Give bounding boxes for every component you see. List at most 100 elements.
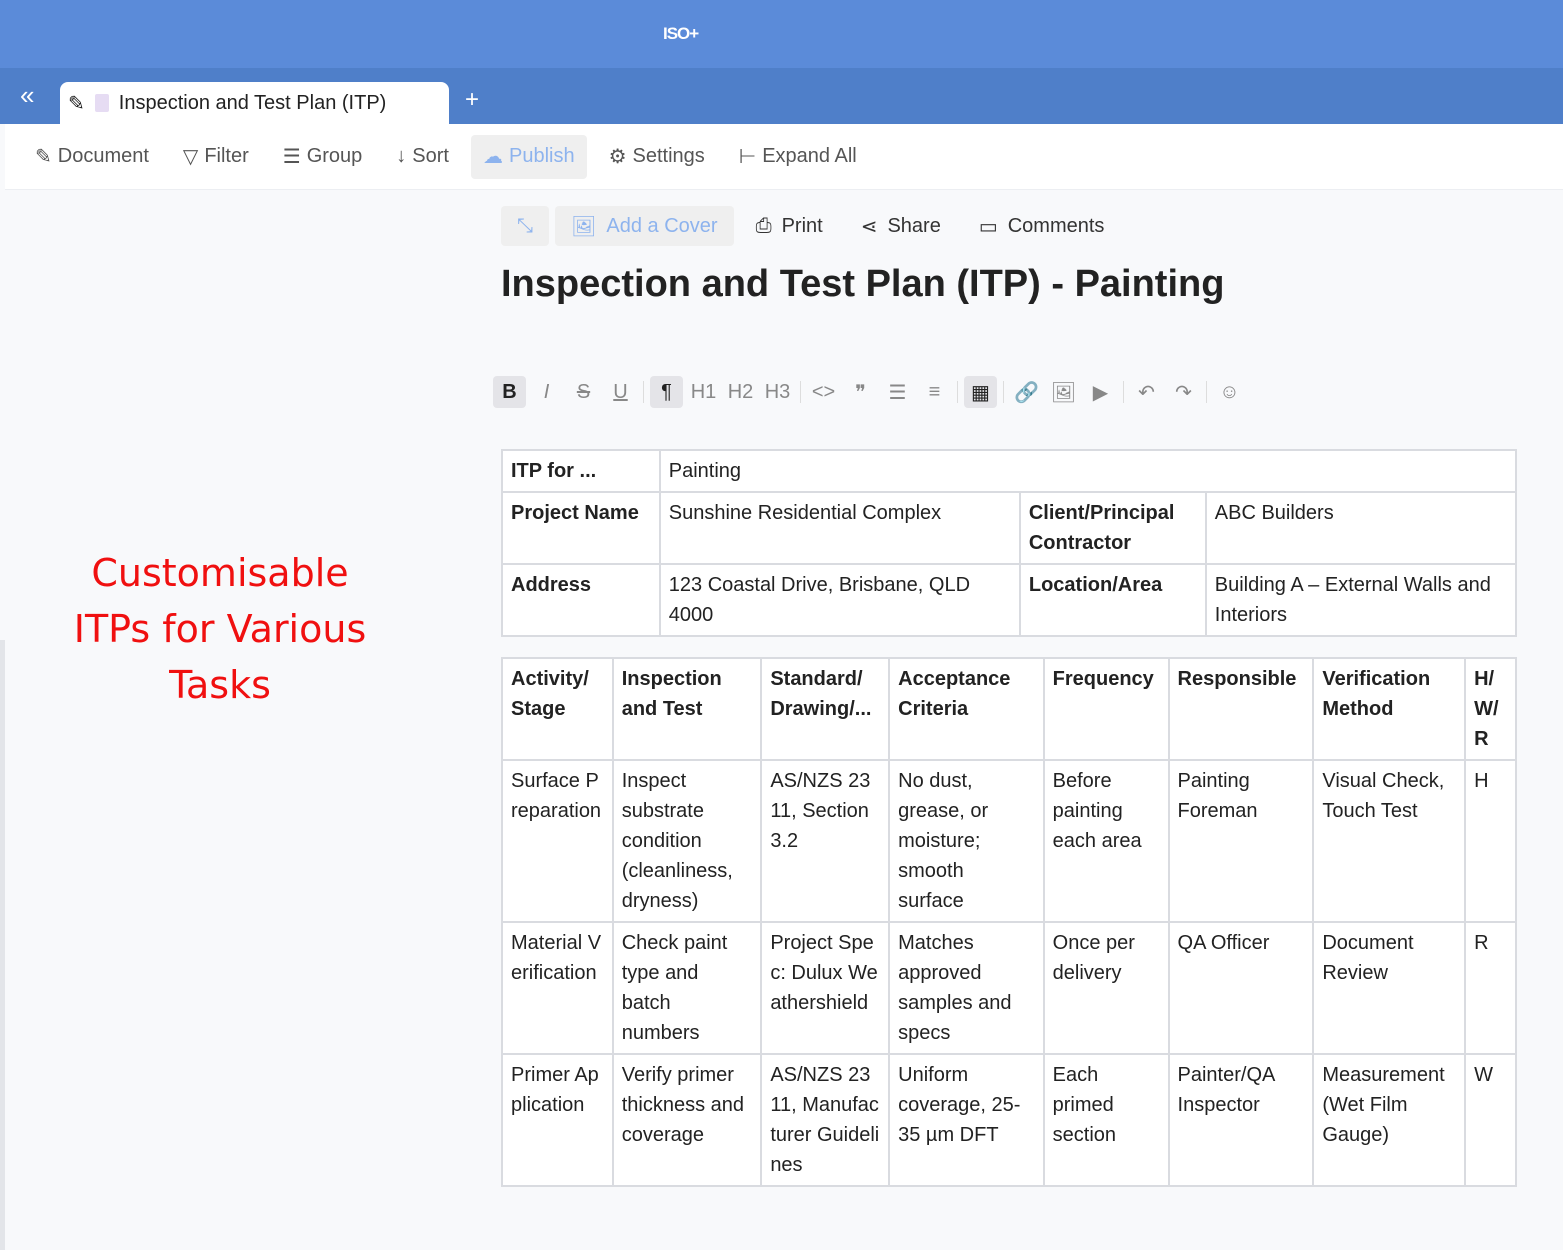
cell[interactable]: Primer Application (501, 1053, 614, 1187)
sort-button[interactable]: ↓ Sort (384, 135, 461, 179)
cell[interactable]: Verify primer thickness and coverage (611, 1053, 763, 1187)
collapse-sidebar-icon[interactable]: « (20, 80, 35, 110)
cell[interactable]: Check paint type and batch numbers (611, 921, 763, 1055)
group-label: Group (306, 145, 363, 167)
cell[interactable]: R (1464, 921, 1517, 1055)
cell[interactable]: H (1464, 759, 1517, 923)
cell[interactable]: Location/Area (1018, 563, 1207, 637)
document-label: Document (57, 145, 149, 167)
table-row: Surface Preparation Inspect substrate con… (501, 759, 1517, 923)
link-icon[interactable]: 🔗 (1014, 381, 1039, 404)
paragraph-icon[interactable]: ¶ (650, 376, 683, 408)
strikethrough-icon[interactable]: S (576, 380, 591, 403)
column-header[interactable]: Inspection and Test (611, 657, 763, 761)
undo-icon[interactable]: ↶ (1138, 381, 1155, 404)
cell[interactable]: Project Spec: Dulux Weathershield (760, 921, 891, 1055)
share-icon: ⋖ (860, 215, 878, 238)
bold-icon[interactable]: B (493, 376, 526, 408)
promo-text: Customisable ITPs for Various Tasks (40, 545, 400, 713)
italic-icon[interactable]: I (543, 380, 550, 403)
heading1-icon[interactable]: H1 (690, 380, 717, 403)
video-icon[interactable]: ▶ (1092, 381, 1109, 404)
column-header[interactable]: Activity/ Stage (501, 657, 614, 761)
quote-icon[interactable]: ❞ (855, 381, 866, 404)
cell[interactable]: Inspect substrate condition (cleanliness… (611, 759, 763, 923)
cell[interactable]: Address (501, 563, 661, 637)
cell[interactable]: ABC Builders (1204, 491, 1518, 565)
table-row: Project Name Sunshine Residential Comple… (501, 491, 1518, 565)
column-header[interactable]: Verification Method (1312, 657, 1467, 761)
cell[interactable]: ITP for ... (501, 449, 661, 493)
underline-icon[interactable]: U (613, 380, 628, 403)
document-actions: ⤡ 🖼 Add a Cover ⎙ Print ⋖ Share ▭ Comments (501, 206, 1126, 246)
heading2-icon[interactable]: H2 (727, 380, 754, 403)
expand-all-button[interactable]: ⊢ Expand All (727, 135, 869, 179)
scrollbar[interactable] (0, 640, 5, 1250)
document-button[interactable]: ✎ Document (23, 135, 161, 179)
share-button[interactable]: ⋖ Share (845, 206, 957, 246)
cell[interactable]: Material Verification (501, 921, 614, 1055)
cell[interactable]: Before painting each area (1042, 759, 1170, 923)
itp-info-table: ITP for ... Painting Project Name Sunshi… (501, 449, 1518, 637)
code-icon[interactable]: <> (811, 380, 836, 403)
group-button[interactable]: ☰ Group (271, 135, 375, 179)
column-header[interactable]: Acceptance Criteria (888, 657, 1045, 761)
document-icon (94, 94, 109, 112)
table-icon[interactable]: ▦ (964, 376, 997, 408)
cell[interactable]: 123 Coastal Drive, Brisbane, QLD 4000 (658, 563, 1021, 637)
bullet-list-icon[interactable]: ☰ (888, 381, 907, 404)
settings-label: Settings (632, 145, 705, 167)
editor-toolbar: B I S U ¶ H1 H2 H3 <> ❞ ☰ ≡ ▦ 🔗 🖼 ▶ ↶ ↷ … (493, 376, 1246, 408)
cell[interactable]: Painting (658, 449, 1518, 493)
cell[interactable]: No dust, grease, or moisture; smooth sur… (888, 759, 1045, 923)
iso-logo: ISO+ (663, 24, 699, 43)
column-header[interactable]: Frequency (1042, 657, 1170, 761)
tab-label: Inspection and Test Plan (ITP) (118, 91, 387, 114)
column-header[interactable]: Standard/ Drawing/... (760, 657, 891, 761)
divider (957, 381, 958, 403)
divider (1206, 381, 1207, 403)
cell[interactable]: QA Officer (1167, 921, 1315, 1055)
divider (1123, 381, 1124, 403)
tree-icon: ⊢ (738, 146, 757, 168)
cell[interactable]: Building A – External Walls and Interior… (1204, 563, 1518, 637)
column-header[interactable]: H/ W/ R (1464, 657, 1517, 761)
cell[interactable]: Surface Preparation (501, 759, 614, 923)
header-row: Activity/ Stage Inspection and Test Standa… (501, 657, 1517, 761)
comments-button[interactable]: ▭ Comments (963, 206, 1121, 246)
cell[interactable]: Painter/QA Inspector (1167, 1053, 1315, 1187)
filter-button[interactable]: ▽ Filter (171, 135, 261, 179)
cell[interactable]: AS/NZS 2311, Section 3.2 (760, 759, 891, 923)
image-icon[interactable]: 🖼 (1050, 381, 1077, 404)
cell[interactable]: Painting Foreman (1167, 759, 1315, 923)
cell[interactable]: W (1464, 1053, 1517, 1187)
cell[interactable]: Once per delivery (1042, 921, 1170, 1055)
publish-button[interactable]: ☁ Publish (470, 134, 587, 179)
cell[interactable]: Project Name (501, 491, 661, 565)
table-row: Address 123 Coastal Drive, Brisbane, QLD… (501, 563, 1518, 637)
promo-line: Tasks (169, 663, 271, 707)
cell[interactable]: AS/NZS 2311, Manufacturer Guidelines (760, 1053, 891, 1187)
redo-icon[interactable]: ↷ (1175, 381, 1192, 404)
tab-itp[interactable]: ✎ Inspection and Test Plan (ITP) (60, 82, 449, 124)
printer-icon: ⎙ (755, 214, 772, 237)
print-button[interactable]: ⎙ Print (740, 206, 839, 246)
cell[interactable]: Each primed section (1042, 1053, 1170, 1187)
heading3-icon[interactable]: H3 (764, 380, 791, 403)
fullscreen-button[interactable]: ⤡ (501, 206, 549, 246)
cell[interactable]: Uniform coverage, 25-35 µm DFT (888, 1053, 1045, 1187)
group-icon: ☰ (282, 146, 301, 168)
numbered-list-icon[interactable]: ≡ (928, 380, 941, 403)
cell[interactable]: Matches approved samples and specs (888, 921, 1045, 1055)
cell[interactable]: Visual Check, Touch Test (1312, 759, 1467, 923)
settings-button[interactable]: ⚙ Settings (597, 135, 717, 179)
cell[interactable]: Document Review (1312, 921, 1467, 1055)
cell[interactable]: Sunshine Residential Complex (658, 491, 1021, 565)
edit-icon: ✎ (68, 92, 85, 115)
add-cover-button[interactable]: 🖼 Add a Cover (555, 206, 734, 246)
cell[interactable]: Client/Principal Contractor (1018, 491, 1207, 565)
cell[interactable]: Measurement (Wet Film Gauge) (1312, 1053, 1467, 1187)
column-header[interactable]: Responsible (1167, 657, 1315, 761)
add-tab-button[interactable]: + (465, 86, 480, 113)
emoji-icon[interactable]: ☺ (1219, 380, 1240, 403)
